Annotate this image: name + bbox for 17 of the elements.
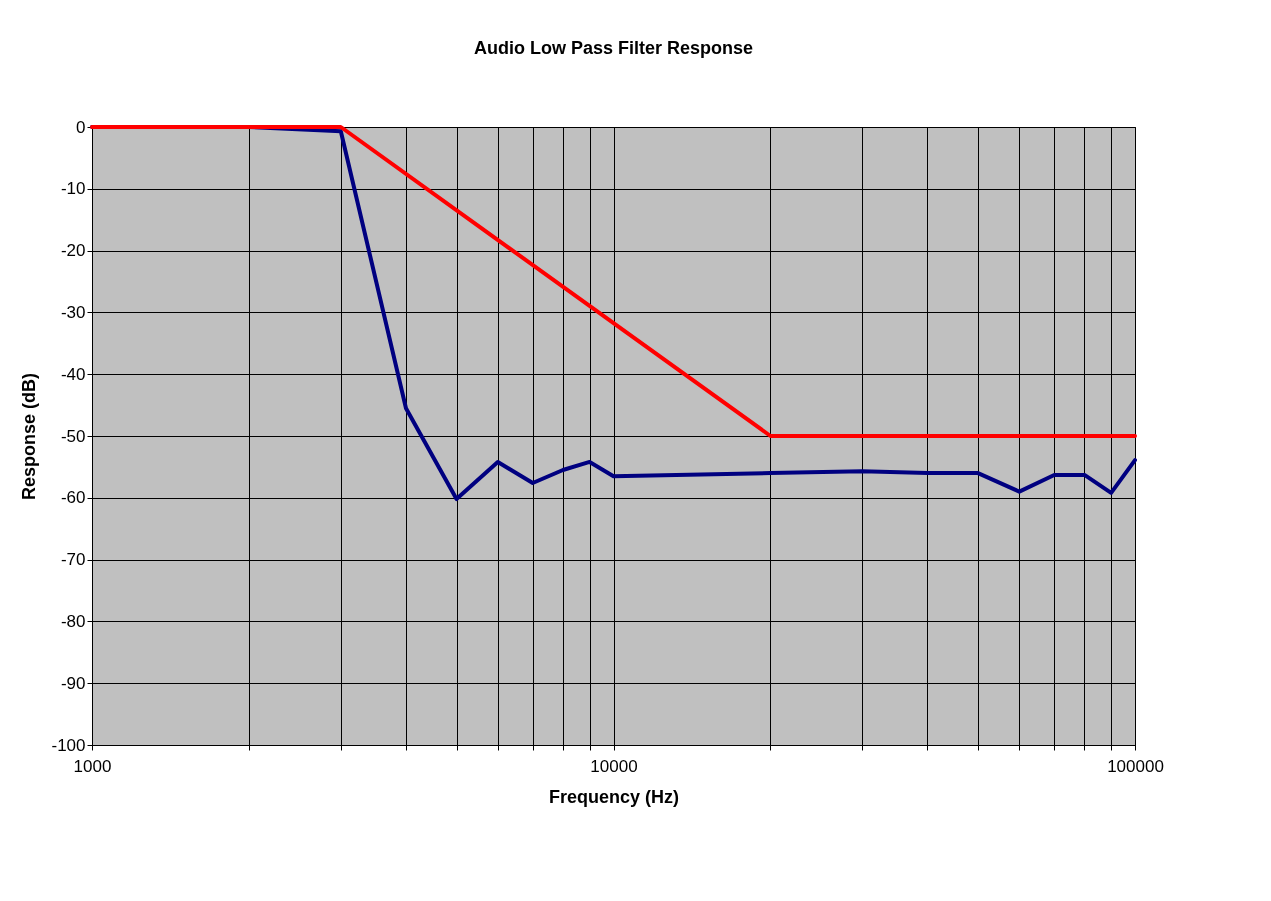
- x-axis-title: Frequency (Hz): [548, 786, 680, 807]
- x-tick-label: 100000: [1107, 756, 1164, 776]
- y-tick-label: -40: [60, 364, 86, 384]
- y-tick-label: -30: [60, 302, 86, 322]
- x-tick-label: 1000: [73, 756, 112, 776]
- y-tick-label: -70: [60, 550, 86, 570]
- y-tick-label: -10: [60, 179, 86, 199]
- y-axis-title: Response (dB): [19, 372, 40, 501]
- chart-title: Audio Low Pass Filter Response: [473, 38, 754, 58]
- y-tick-label: -80: [60, 611, 86, 631]
- y-tick-label: -20: [60, 241, 86, 261]
- y-tick-label: -60: [60, 488, 86, 508]
- y-tick-label: -100: [51, 735, 86, 755]
- x-tick-label: 10000: [590, 756, 638, 776]
- y-tick-label: -90: [60, 673, 86, 693]
- y-tick-label: 0: [76, 117, 86, 137]
- y-tick-label: -50: [60, 426, 86, 446]
